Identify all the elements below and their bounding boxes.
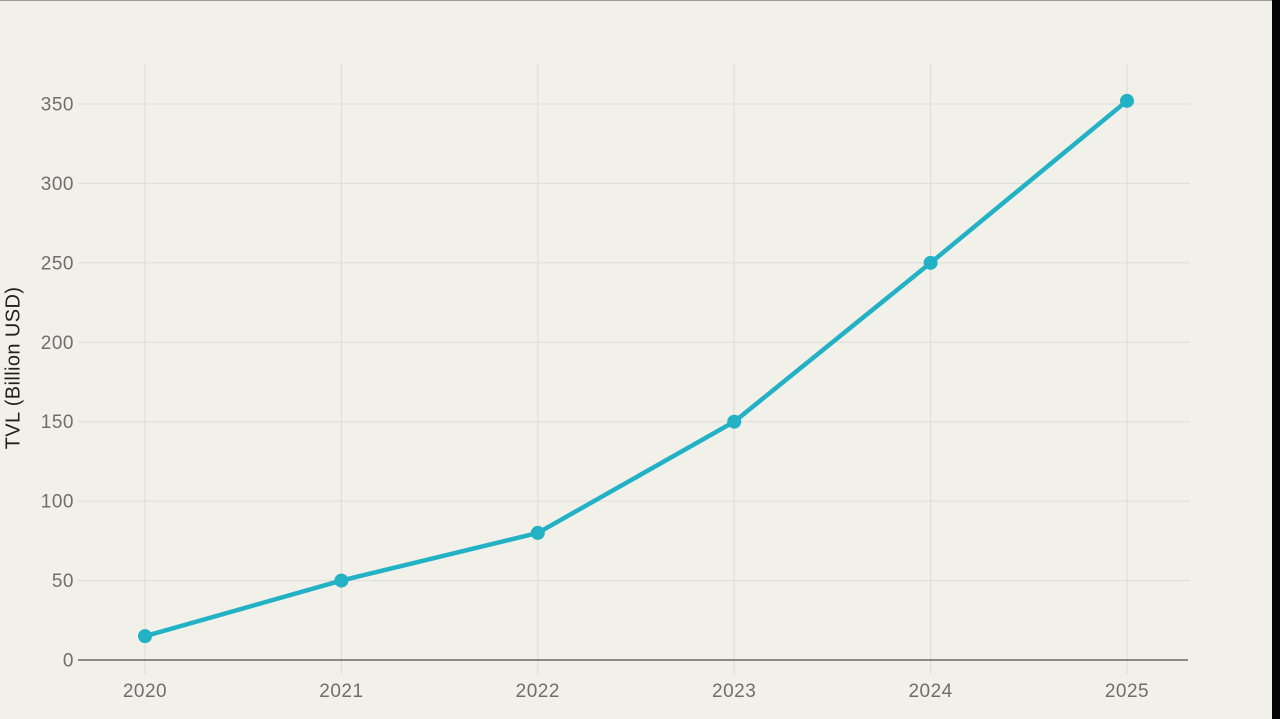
- data-point-2020: [138, 629, 152, 644]
- data-point-2025: [1120, 93, 1134, 108]
- y-tick-label: 300: [41, 174, 74, 195]
- x-tick-label: 2022: [516, 681, 560, 702]
- x-tick-label: 2024: [908, 681, 952, 702]
- data-point-2023: [727, 414, 742, 429]
- x-tick-label: 2020: [123, 681, 167, 702]
- y-tick-label: 350: [41, 95, 74, 116]
- y-tick-label: 100: [41, 492, 74, 513]
- y-axis-title: TVL (Billion USD): [2, 286, 25, 450]
- data-point-2021: [334, 573, 349, 588]
- data-point-2024: [923, 255, 938, 270]
- y-tick-label: 50: [52, 571, 74, 592]
- data-point-2022: [530, 525, 545, 540]
- y-tick-label: 250: [41, 253, 74, 274]
- y-tick-label: 150: [41, 412, 74, 433]
- right-black-bar: [1272, 0, 1280, 719]
- tvl-series-line: [142, 98, 1130, 639]
- x-tick-label: 2023: [712, 681, 756, 702]
- y-tick-label: 200: [41, 333, 74, 354]
- x-tick-label: 2021: [319, 681, 363, 702]
- top-edge-line: [0, 0, 1280, 1]
- x-tick-label: 2025: [1105, 681, 1149, 702]
- y-tick-label: 0: [63, 651, 74, 672]
